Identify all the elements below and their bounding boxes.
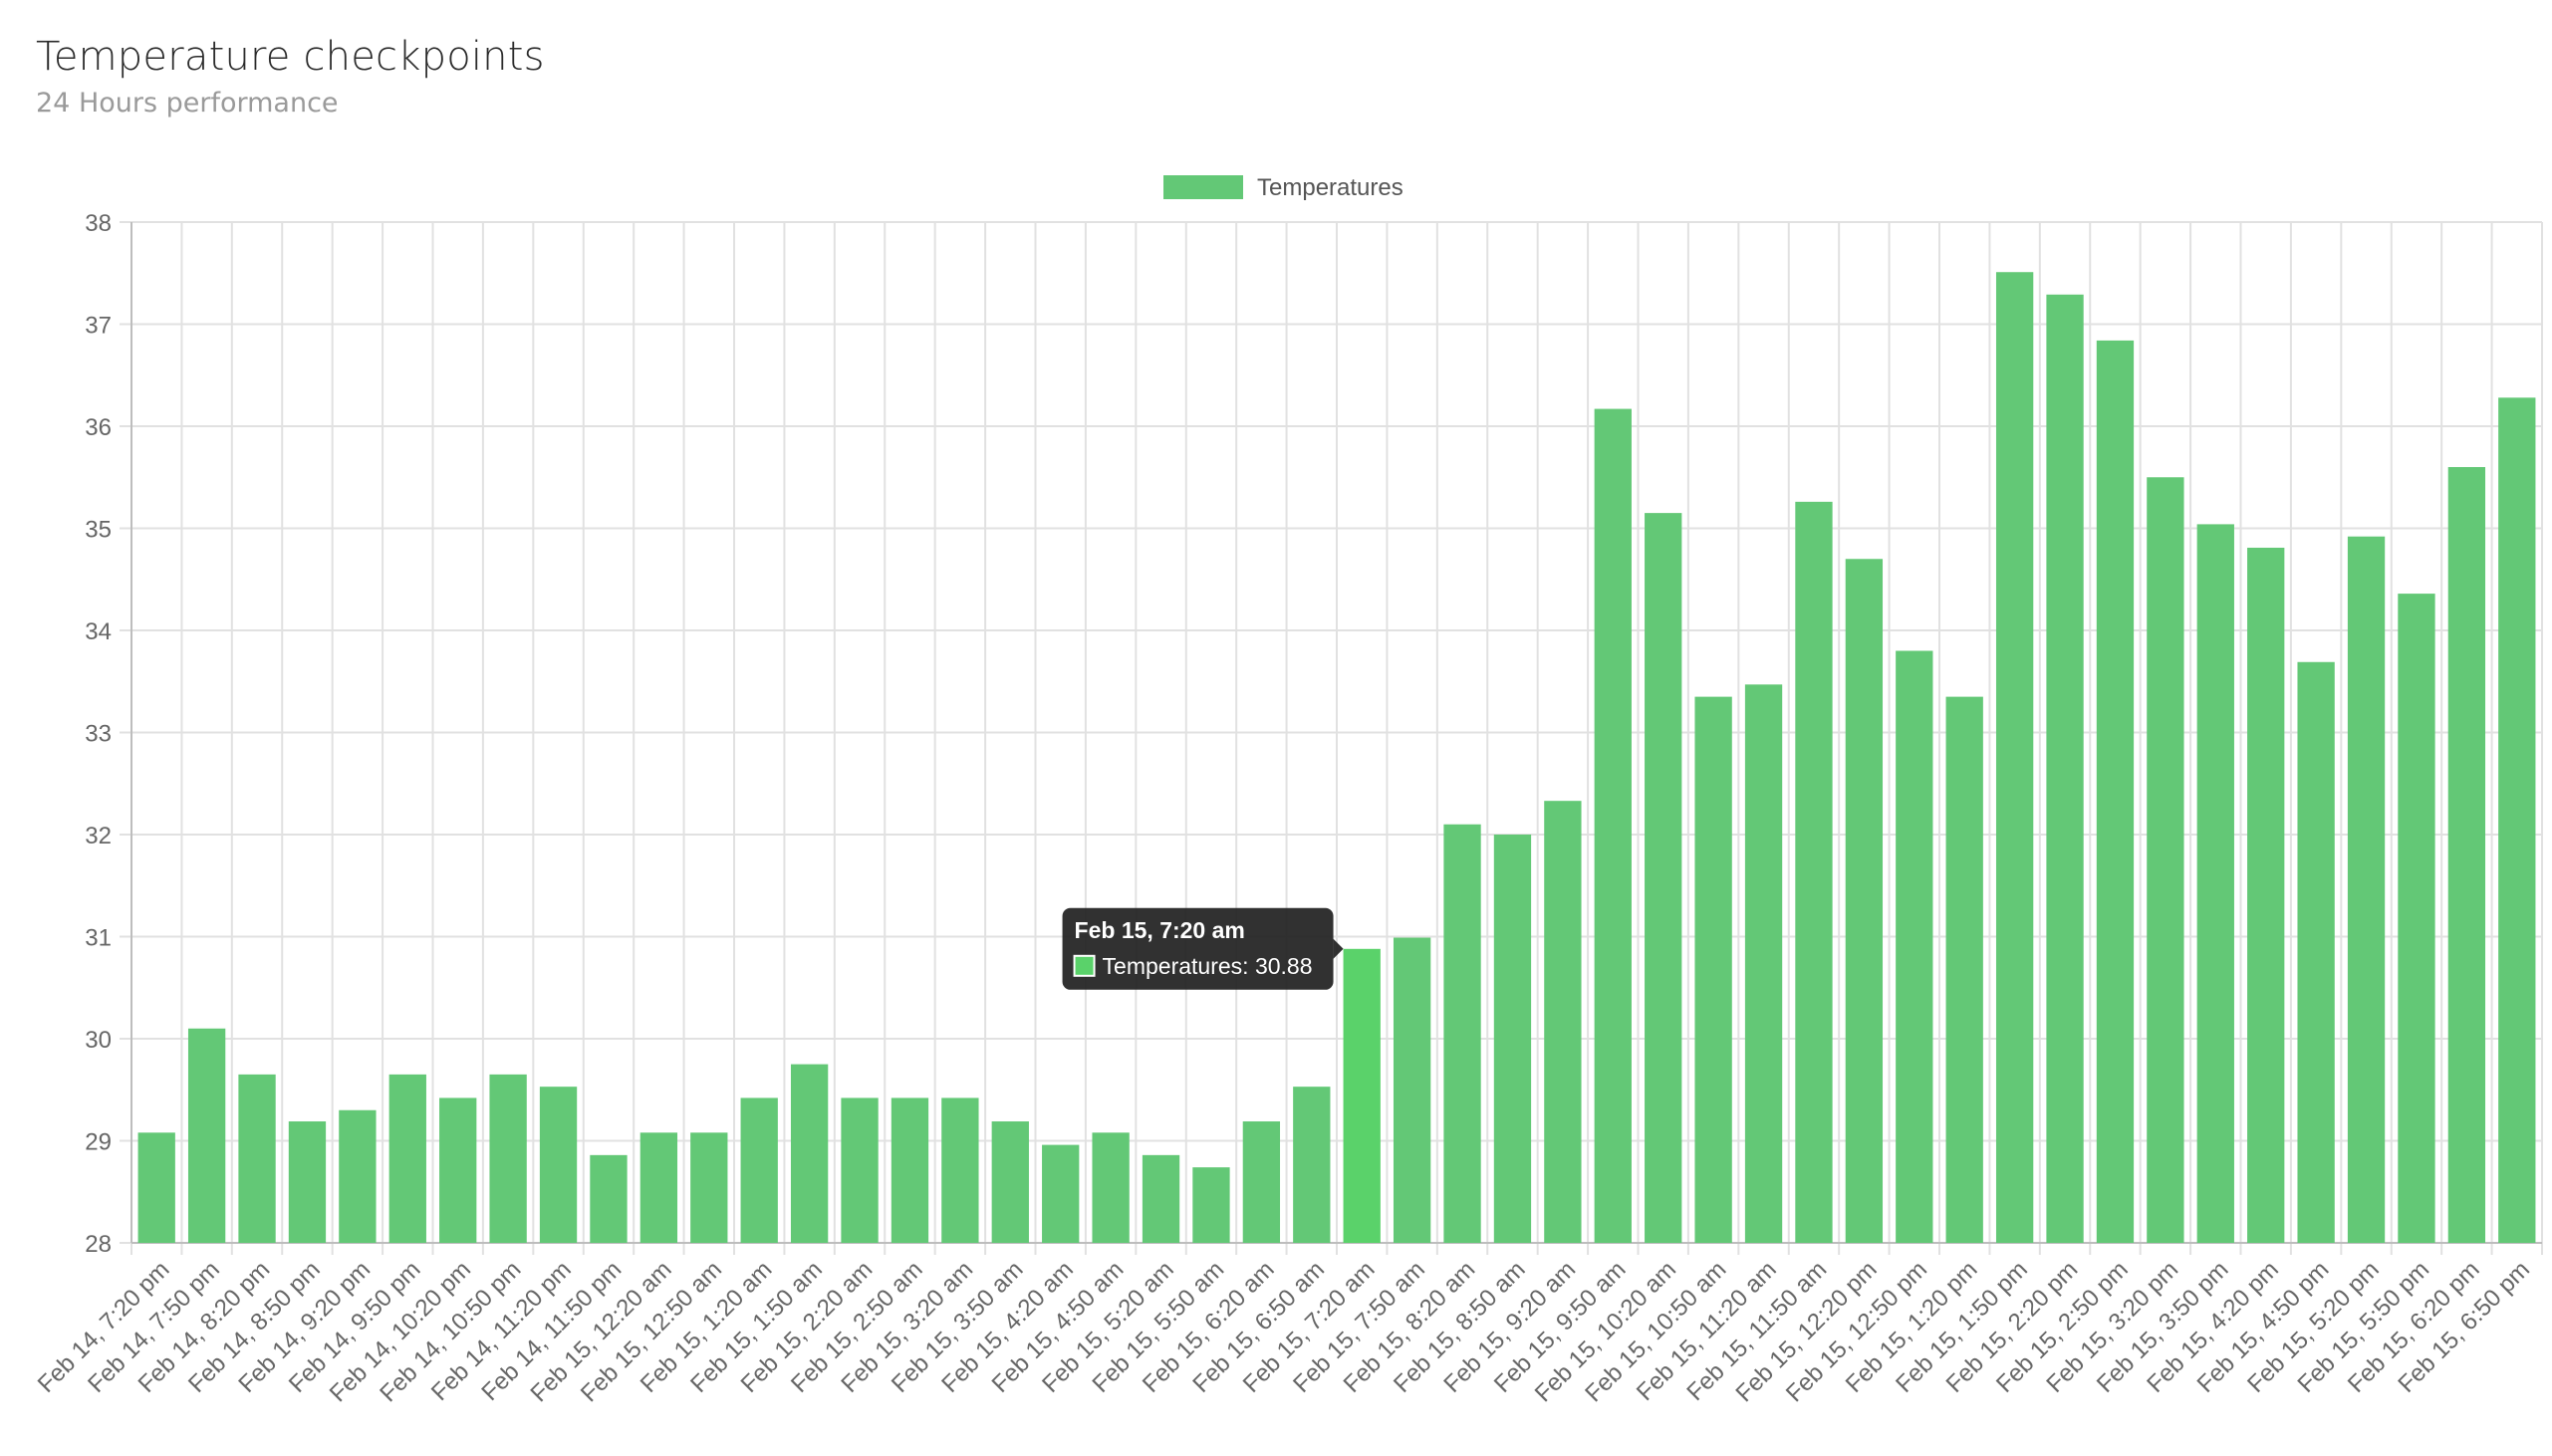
bar[interactable] xyxy=(489,1074,527,1243)
bar[interactable] xyxy=(2498,397,2536,1243)
tooltip-title: Feb 15, 7:20 am xyxy=(1075,917,1245,943)
tooltip-caret xyxy=(1333,938,1344,959)
bar[interactable] xyxy=(2347,536,2386,1243)
legend-swatch xyxy=(1163,175,1243,199)
bar[interactable] xyxy=(1393,937,1431,1243)
bar[interactable] xyxy=(1896,650,1933,1244)
y-tick-label: 33 xyxy=(85,721,112,748)
y-tick-label: 38 xyxy=(85,210,112,237)
bar[interactable] xyxy=(1845,559,1884,1243)
bar[interactable] xyxy=(1795,501,1833,1244)
y-tick-label: 31 xyxy=(85,925,112,952)
bar[interactable] xyxy=(790,1064,829,1243)
bar[interactable] xyxy=(187,1028,226,1243)
tooltip-box xyxy=(1062,907,1334,990)
bar[interactable] xyxy=(238,1074,276,1243)
bar[interactable] xyxy=(1343,948,1381,1243)
bar[interactable] xyxy=(991,1121,1029,1243)
bar[interactable] xyxy=(1092,1132,1130,1243)
bar[interactable] xyxy=(1544,801,1582,1243)
bar[interactable] xyxy=(1142,1154,1180,1243)
bar[interactable] xyxy=(841,1097,879,1243)
bar[interactable] xyxy=(1042,1144,1080,1243)
chart-title: Temperature checkpoints xyxy=(36,34,545,80)
bar[interactable] xyxy=(690,1132,728,1243)
bar[interactable] xyxy=(439,1097,477,1243)
bar[interactable] xyxy=(2247,547,2285,1243)
y-tick-label: 36 xyxy=(85,414,112,441)
bar[interactable] xyxy=(740,1097,778,1243)
bar[interactable] xyxy=(1945,696,1983,1243)
bar[interactable] xyxy=(2096,340,2135,1243)
bar[interactable] xyxy=(2447,467,2486,1243)
bar[interactable] xyxy=(1645,513,1682,1243)
y-tick-label: 34 xyxy=(85,618,112,645)
bar[interactable] xyxy=(1192,1167,1230,1243)
bar[interactable] xyxy=(1293,1087,1331,1243)
bar[interactable] xyxy=(2196,524,2234,1243)
y-tick-label: 37 xyxy=(85,313,112,340)
y-tick-label: 29 xyxy=(85,1129,112,1156)
y-tick-label: 35 xyxy=(85,517,112,544)
bar[interactable] xyxy=(539,1087,578,1243)
bar[interactable] xyxy=(2398,594,2435,1243)
y-tick-label: 32 xyxy=(85,823,112,849)
tooltip-label: Temperatures: 30.88 xyxy=(1103,953,1313,979)
bar[interactable] xyxy=(1744,684,1783,1243)
bar[interactable] xyxy=(339,1109,377,1243)
bar[interactable] xyxy=(1694,696,1732,1243)
bar[interactable] xyxy=(1242,1121,1281,1243)
bar[interactable] xyxy=(2147,477,2184,1243)
y-tick-label: 30 xyxy=(85,1027,112,1054)
bar[interactable] xyxy=(639,1132,678,1243)
bar[interactable] xyxy=(1443,824,1481,1243)
bar[interactable] xyxy=(2297,661,2335,1243)
bar[interactable] xyxy=(891,1097,929,1243)
y-tick-label: 28 xyxy=(85,1231,112,1258)
bar[interactable] xyxy=(1995,272,2034,1244)
legend-label: Temperatures xyxy=(1257,174,1404,201)
tooltip: Feb 15, 7:20 am Temperatures: 30.88 xyxy=(1062,907,1344,990)
chart-subtitle: 24 Hours performance xyxy=(36,88,339,119)
bar[interactable] xyxy=(941,1097,979,1243)
bar[interactable] xyxy=(590,1154,628,1243)
bar[interactable] xyxy=(1493,835,1532,1243)
bar[interactable] xyxy=(1594,408,1632,1243)
bar[interactable] xyxy=(288,1121,327,1243)
bar[interactable] xyxy=(388,1074,426,1243)
bar[interactable] xyxy=(137,1132,175,1243)
chart-header: Temperature checkpoints 24 Hours perform… xyxy=(36,34,545,119)
tooltip-swatch xyxy=(1073,954,1096,977)
bar[interactable] xyxy=(2046,294,2084,1243)
